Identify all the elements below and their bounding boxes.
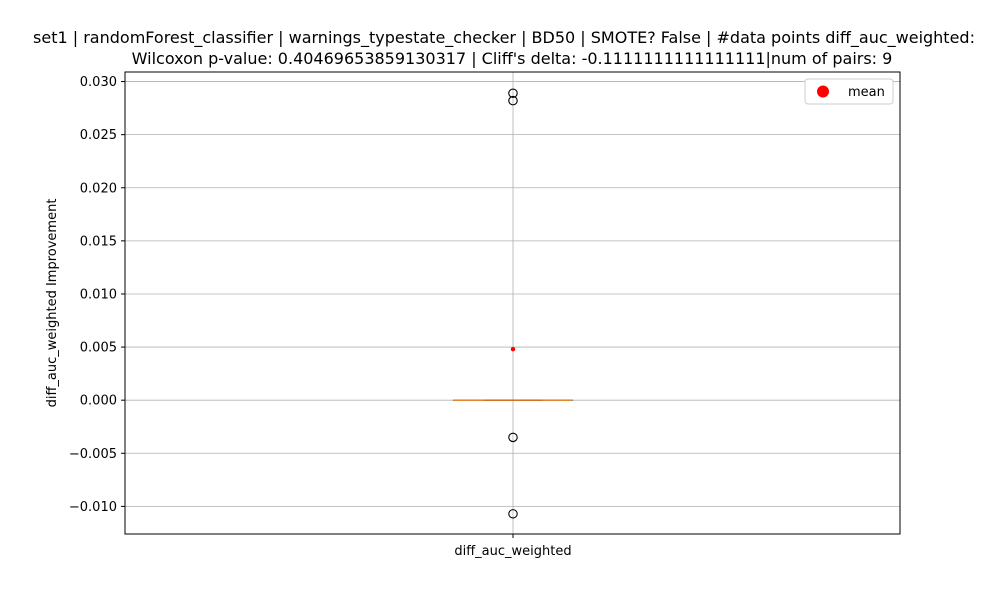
x-tick-label: diff_auc_weighted bbox=[454, 544, 571, 559]
y-tick-label: −0.010 bbox=[69, 500, 117, 515]
y-tick-label: 0.020 bbox=[80, 181, 117, 196]
y-tick-label: 0.010 bbox=[80, 287, 117, 302]
chart-title-line-2: Wilcoxon p-value: 0.40469653859130317 | … bbox=[132, 49, 893, 68]
mean-point bbox=[511, 347, 515, 351]
legend: mean bbox=[805, 79, 893, 104]
y-tick-label: 0.015 bbox=[80, 234, 117, 249]
legend-label-mean: mean bbox=[848, 85, 885, 100]
y-tick-label: 0.005 bbox=[80, 341, 117, 356]
legend-mean-marker bbox=[817, 86, 829, 98]
chart-title-line-1: set1 | randomForest_classifier | warning… bbox=[33, 28, 975, 48]
y-tick-label: 0.030 bbox=[80, 75, 117, 90]
y-tick-label: 0.000 bbox=[80, 394, 117, 409]
y-axis-label: diff_auc_weighted Improvement bbox=[45, 199, 60, 408]
y-tick-label: 0.025 bbox=[80, 128, 117, 143]
y-tick-label: −0.005 bbox=[69, 447, 117, 462]
